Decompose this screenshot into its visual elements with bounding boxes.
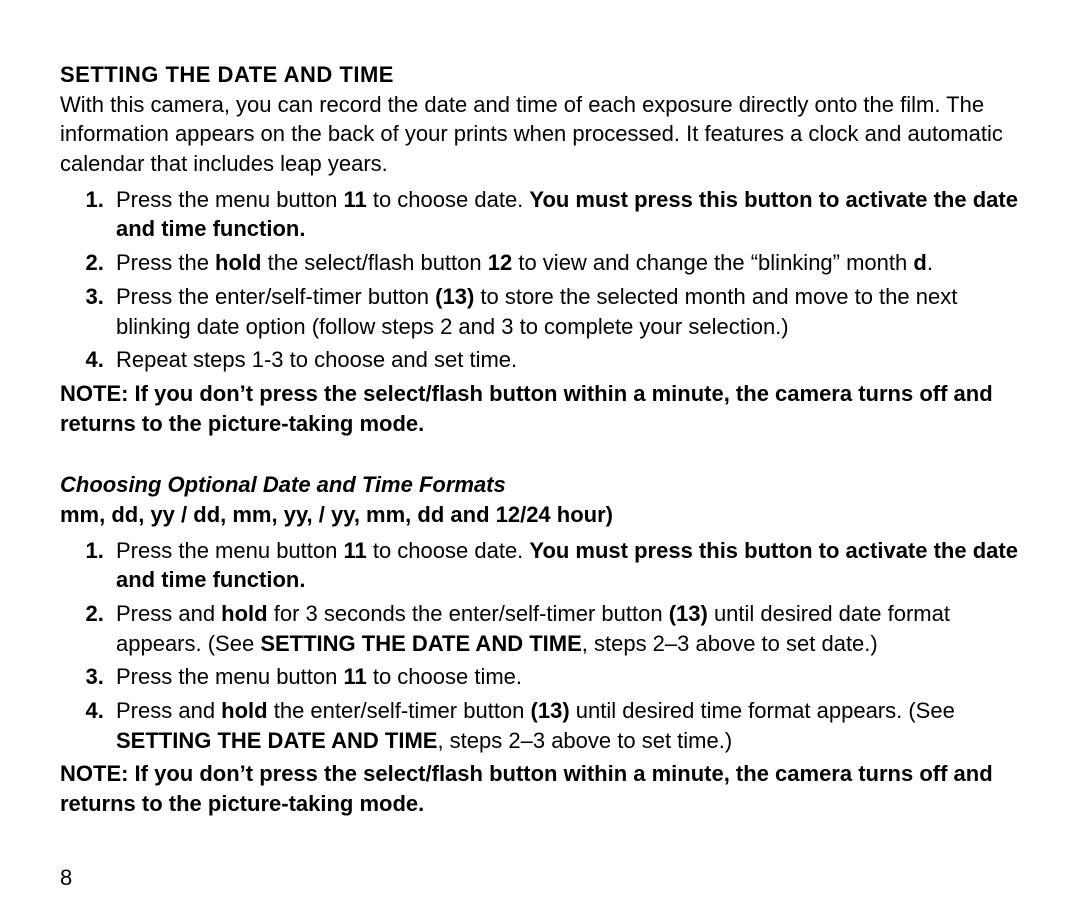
step-ref: SETTING THE DATE AND TIME <box>116 728 437 753</box>
step-text: Press and <box>116 601 221 626</box>
button-ref: 11 <box>343 664 366 689</box>
step-text: until desired time format appears. (See <box>570 698 955 723</box>
step-text: to view and change the “blinking” month <box>512 250 913 275</box>
button-ref: (13) <box>435 284 474 309</box>
step-text: to choose date. <box>367 187 530 212</box>
step-text: Press the menu button <box>116 538 343 563</box>
intro-paragraph: With this camera, you can record the dat… <box>60 90 1020 179</box>
step-text: , steps 2–3 above to set time.) <box>437 728 732 753</box>
manual-page: SETTING THE DATE AND TIME With this came… <box>0 0 1080 923</box>
step-3: Press the menu button 11 to choose time. <box>110 662 1020 692</box>
steps-list-1: Press the menu button 11 to choose date.… <box>60 185 1020 375</box>
step-text: Repeat steps 1-3 to choose and set time. <box>116 347 517 372</box>
step-2: Press and hold for 3 seconds the enter/s… <box>110 599 1020 658</box>
section-2: Choosing Optional Date and Time Formats … <box>60 470 1020 819</box>
step-text: the enter/self-timer button <box>268 698 531 723</box>
step-text: , steps 2–3 above to set date.) <box>582 631 878 656</box>
step-text: Press the <box>116 250 215 275</box>
step-4: Press and hold the enter/self-timer butt… <box>110 696 1020 755</box>
step-emphasis: hold <box>221 698 267 723</box>
step-1: Press the menu button 11 to choose date.… <box>110 536 1020 595</box>
step-text: Press and <box>116 698 221 723</box>
step-1: Press the menu button 11 to choose date.… <box>110 185 1020 244</box>
step-text: to choose time. <box>367 664 522 689</box>
button-ref: 11 <box>343 187 366 212</box>
button-ref: 11 <box>343 538 366 563</box>
note-1: NOTE: If you don’t press the select/flas… <box>60 379 1020 438</box>
step-2: Press the hold the select/flash button 1… <box>110 248 1020 278</box>
step-text: Press the menu button <box>116 664 343 689</box>
steps-list-2: Press the menu button 11 to choose date.… <box>60 536 1020 756</box>
step-text: Press the menu button <box>116 187 343 212</box>
button-ref: d <box>913 250 926 275</box>
step-emphasis: hold <box>221 601 267 626</box>
step-text: Press the enter/self-timer button <box>116 284 435 309</box>
step-ref: SETTING THE DATE AND TIME <box>260 631 581 656</box>
step-text: . <box>927 250 933 275</box>
step-emphasis: hold <box>215 250 261 275</box>
formats-line: mm, dd, yy / dd, mm, yy, / yy, mm, dd an… <box>60 500 1020 530</box>
step-4: Repeat steps 1-3 to choose and set time. <box>110 345 1020 375</box>
section-heading: SETTING THE DATE AND TIME <box>60 60 1020 90</box>
step-text: for 3 seconds the enter/self-timer butto… <box>268 601 669 626</box>
subsection-heading: Choosing Optional Date and Time Formats <box>60 470 1020 500</box>
button-ref: 12 <box>488 250 512 275</box>
step-text: the select/flash button <box>261 250 487 275</box>
page-number: 8 <box>60 863 1020 893</box>
button-ref: (13) <box>669 601 708 626</box>
step-3: Press the enter/self-timer button (13) t… <box>110 282 1020 341</box>
step-text: to choose date. <box>367 538 530 563</box>
button-ref: (13) <box>531 698 570 723</box>
note-2: NOTE: If you don’t press the select/flas… <box>60 759 1020 818</box>
